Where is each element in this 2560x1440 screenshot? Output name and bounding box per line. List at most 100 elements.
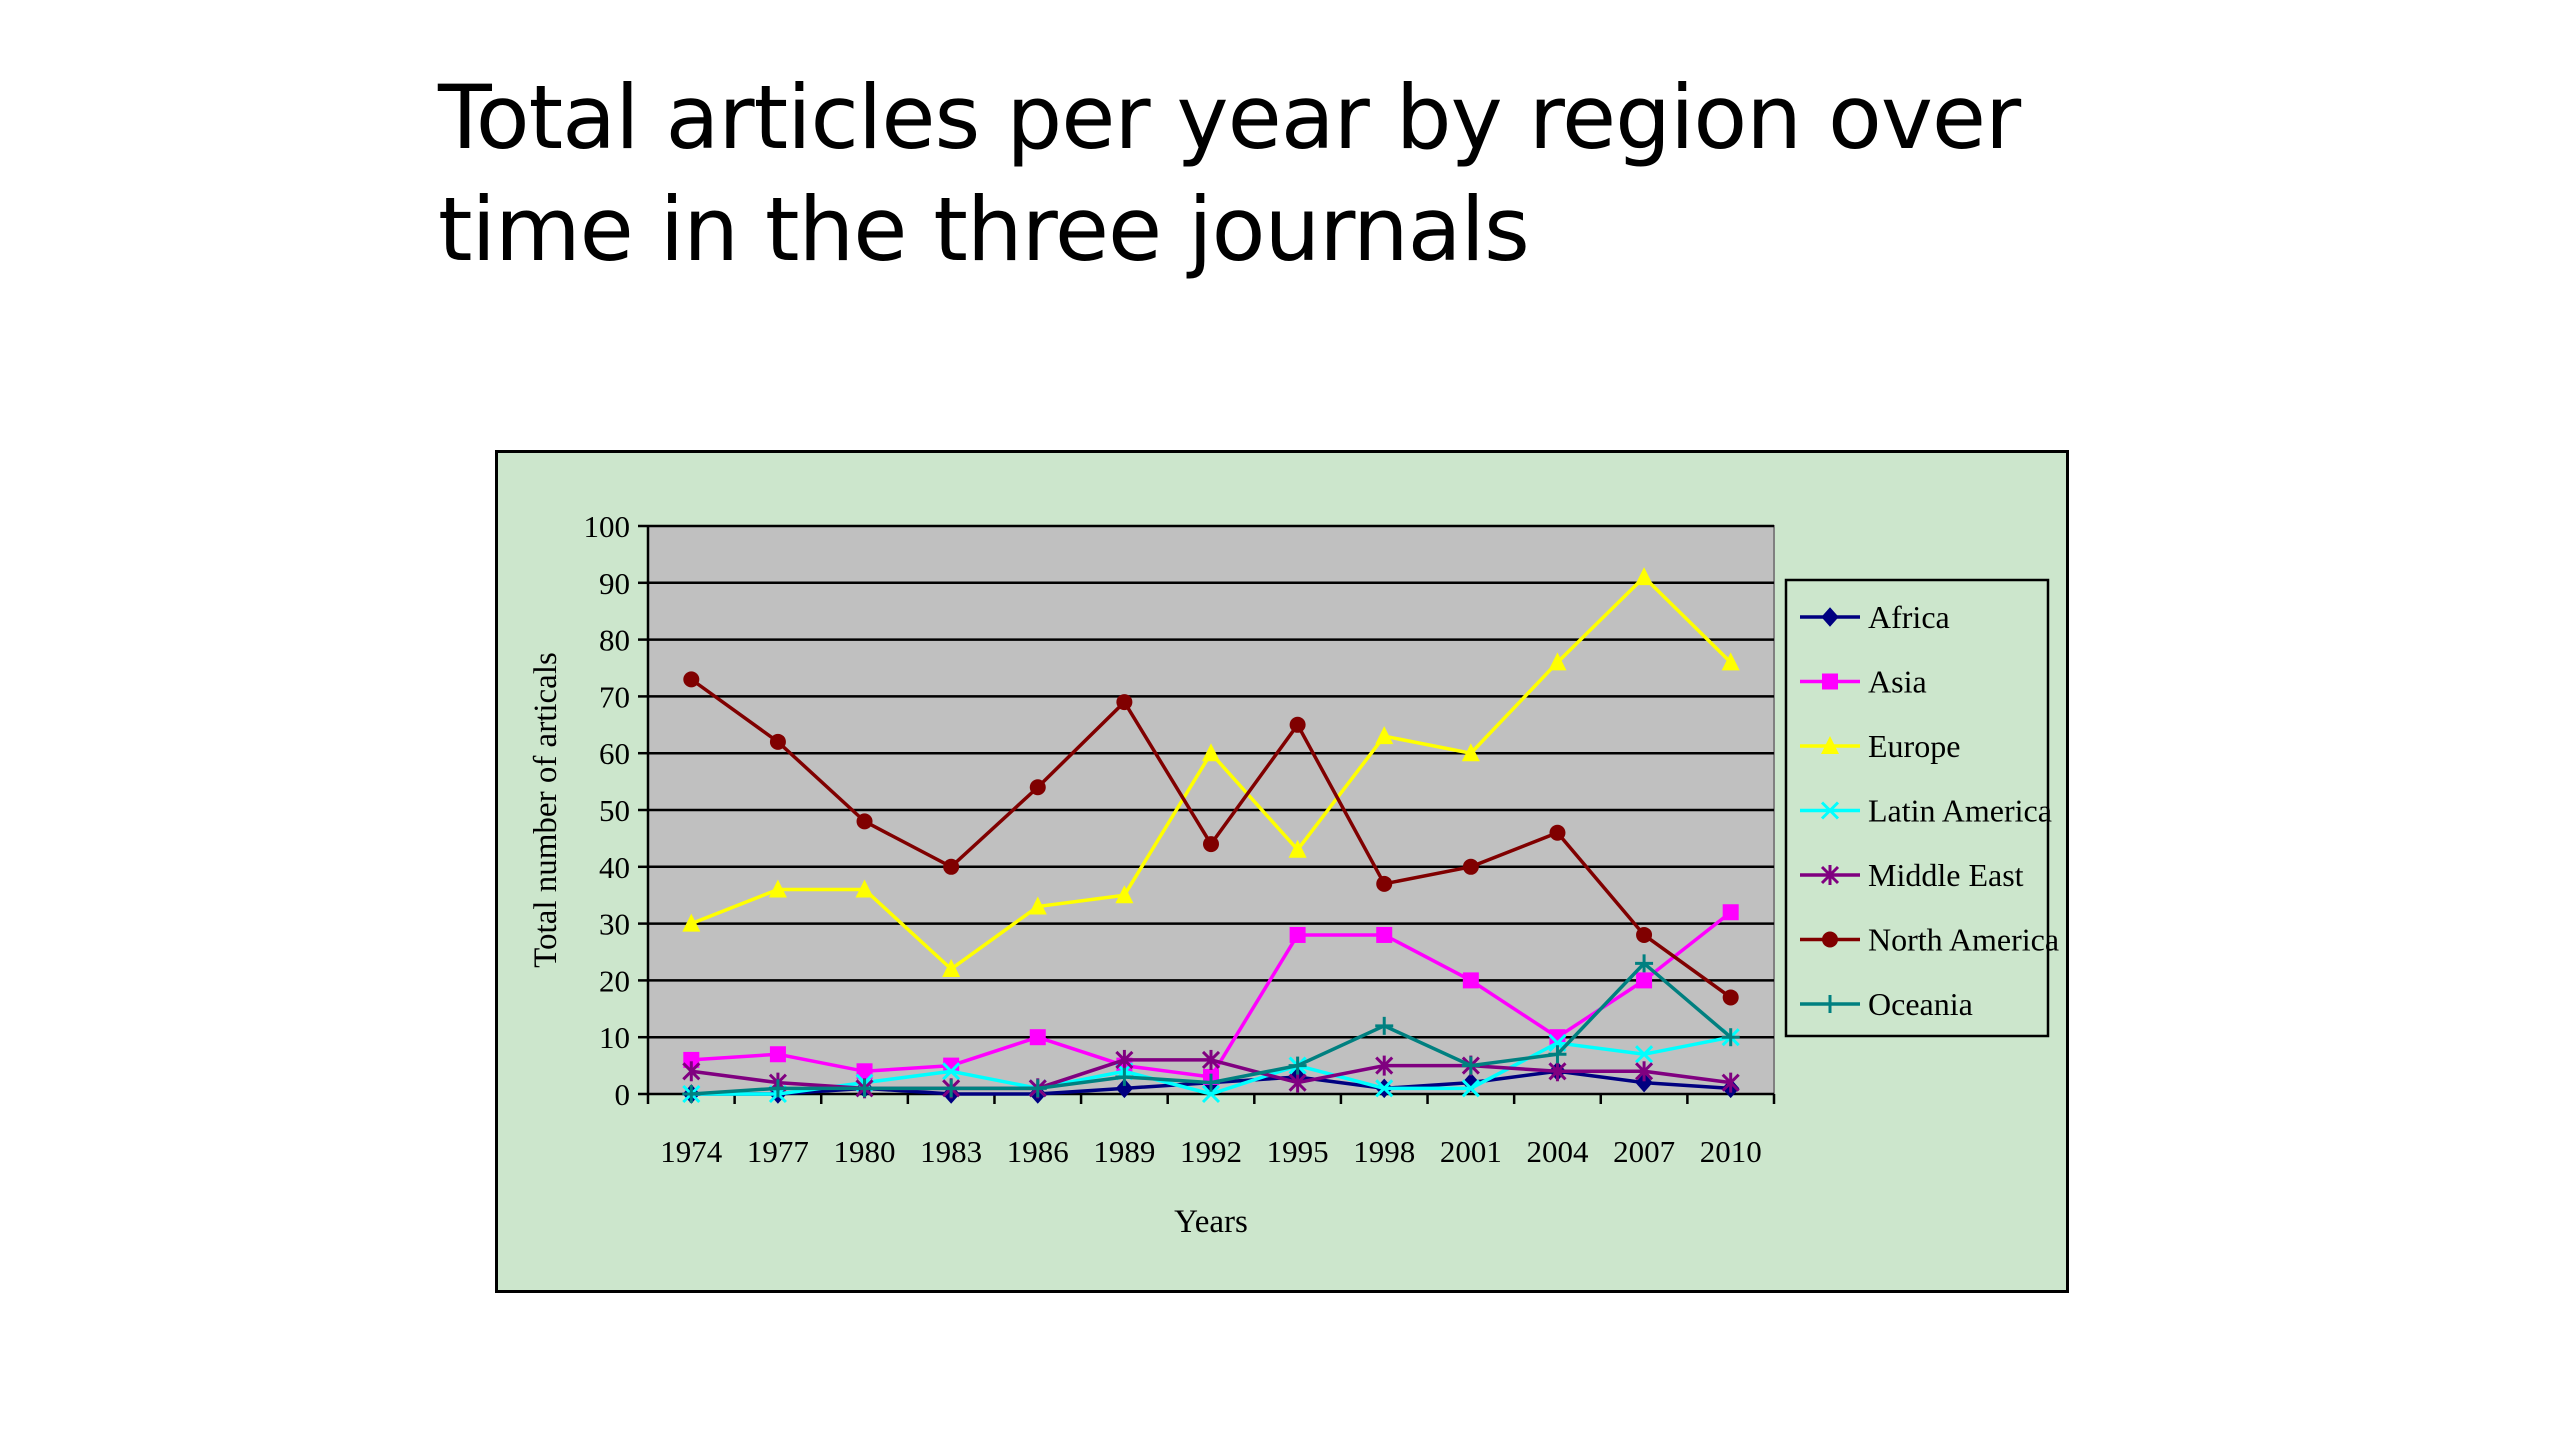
legend-item-latin-america: Latin America xyxy=(1800,793,2052,829)
data-point-europe xyxy=(1375,726,1394,745)
legend-marker xyxy=(1821,607,1839,627)
data-point-north-america xyxy=(1636,926,1653,943)
data-point-europe xyxy=(1635,567,1654,586)
legend-item-middle-east: Middle East xyxy=(1800,857,2024,893)
data-point-north-america xyxy=(769,733,786,750)
y-tick-label: 0 xyxy=(615,1077,631,1112)
data-point-europe xyxy=(768,879,787,898)
y-tick-label: 100 xyxy=(584,509,631,544)
legend-item-oceania: Oceania xyxy=(1800,986,1973,1022)
data-point-middle-east xyxy=(1375,1055,1394,1076)
data-point-oceania xyxy=(682,1085,701,1103)
x-tick-label: 1983 xyxy=(920,1134,982,1169)
series-north-america xyxy=(683,671,1739,1006)
data-point-north-america xyxy=(683,671,700,688)
legend-label: Latin America xyxy=(1868,793,2052,829)
data-point-north-america xyxy=(1376,875,1393,892)
data-point-north-america xyxy=(943,858,960,875)
data-point-asia xyxy=(1722,904,1739,921)
data-point-north-america xyxy=(1722,989,1739,1006)
legend-item-africa: Africa xyxy=(1800,599,1950,635)
data-point-europe xyxy=(1721,652,1740,671)
series-europe xyxy=(682,567,1740,978)
legend-marker xyxy=(1820,801,1840,820)
y-tick-label: 50 xyxy=(599,793,630,828)
x-tick-label: 2007 xyxy=(1613,1134,1675,1169)
chart-frame: 0 10 20 30 40 50 60 70 80 90 100 1974 1977 1980 1983 19… xyxy=(495,450,2069,1293)
legend-label: Middle East xyxy=(1868,857,2024,893)
data-point-europe xyxy=(855,879,874,898)
y-tick-label: 20 xyxy=(599,963,630,998)
series-oceania xyxy=(682,954,1740,1103)
data-point-middle-east xyxy=(1721,1072,1740,1093)
data-point-africa xyxy=(1115,1078,1134,1099)
data-point-latin-america xyxy=(1201,1084,1221,1104)
data-point-europe xyxy=(1028,896,1047,915)
data-point-europe xyxy=(942,959,961,978)
y-tick-label: 90 xyxy=(599,566,630,601)
data-point-oceania xyxy=(1721,1028,1740,1047)
data-point-north-america xyxy=(1289,716,1306,733)
data-point-asia xyxy=(1462,972,1479,989)
data-point-europe xyxy=(1461,743,1480,762)
data-point-asia xyxy=(1376,926,1393,943)
data-point-middle-east xyxy=(1115,1049,1134,1070)
legend: Africa Asia Europe Latin America Middle East… xyxy=(1784,578,2059,1038)
legend-marker xyxy=(1821,995,1839,1013)
data-point-middle-east xyxy=(1201,1049,1221,1070)
data-point-north-america xyxy=(1116,694,1133,711)
y-tick-label: 80 xyxy=(599,623,630,658)
x-tick-label: 1977 xyxy=(747,1134,809,1169)
data-point-europe xyxy=(1115,885,1134,904)
legend-box xyxy=(1784,578,2050,1038)
data-point-north-america xyxy=(1462,858,1479,875)
legend-item-north-america: North America xyxy=(1800,922,2059,958)
data-point-middle-east xyxy=(1288,1072,1307,1093)
x-axis-title: Years xyxy=(1174,1204,1248,1240)
data-point-oceania xyxy=(855,1079,874,1098)
data-point-europe xyxy=(1288,839,1307,858)
data-point-asia xyxy=(1549,1029,1566,1046)
data-point-latin-america xyxy=(942,1062,961,1081)
data-point-asia xyxy=(1289,926,1306,943)
series-layer xyxy=(682,567,1740,1104)
data-point-asia xyxy=(769,1046,786,1063)
legend-item-europe: Europe xyxy=(1800,728,1960,764)
data-point-oceania xyxy=(1202,1073,1220,1092)
data-point-africa xyxy=(1635,1072,1653,1093)
data-point-europe xyxy=(682,913,701,932)
legend-label: Asia xyxy=(1868,664,1927,700)
y-tick-label: 40 xyxy=(599,850,630,885)
x-tick-label: 2004 xyxy=(1526,1134,1589,1169)
data-point-north-america xyxy=(1029,779,1046,796)
data-point-latin-america xyxy=(1375,1079,1394,1098)
data-point-asia xyxy=(1636,972,1653,989)
y-tick-label: 70 xyxy=(599,679,630,714)
x-tick-label: 1998 xyxy=(1353,1134,1415,1169)
data-point-middle-east xyxy=(682,1061,701,1082)
x-tick-label: 1995 xyxy=(1267,1134,1329,1169)
data-point-oceania xyxy=(1635,954,1654,973)
y-axis-title: Total number of articals xyxy=(528,652,564,968)
data-point-latin-america xyxy=(1635,1045,1654,1064)
data-point-asia xyxy=(683,1051,700,1068)
x-tick-label: 1980 xyxy=(834,1134,896,1169)
data-point-oceania xyxy=(1288,1056,1307,1075)
data-point-oceania xyxy=(768,1079,787,1098)
data-point-middle-east xyxy=(1548,1061,1567,1082)
data-point-north-america xyxy=(856,813,873,830)
data-point-oceania xyxy=(1028,1079,1047,1098)
legend-item-asia: Asia xyxy=(1800,664,1927,700)
data-point-asia xyxy=(943,1057,960,1074)
x-tick-label: 1992 xyxy=(1180,1134,1242,1169)
slide-title-line-2: time in the three journals xyxy=(438,178,1530,281)
data-point-oceania xyxy=(1115,1067,1134,1086)
slide-title-line-1: Total articles per year by region over xyxy=(438,66,2021,169)
grid-lines xyxy=(648,524,1774,1039)
data-point-asia xyxy=(1029,1029,1046,1046)
data-point-oceania xyxy=(1548,1045,1567,1064)
x-tick-label: 2001 xyxy=(1440,1134,1502,1169)
data-point-middle-east xyxy=(1635,1061,1654,1082)
x-tick-label: 1974 xyxy=(660,1134,723,1169)
data-point-north-america xyxy=(1549,824,1566,841)
